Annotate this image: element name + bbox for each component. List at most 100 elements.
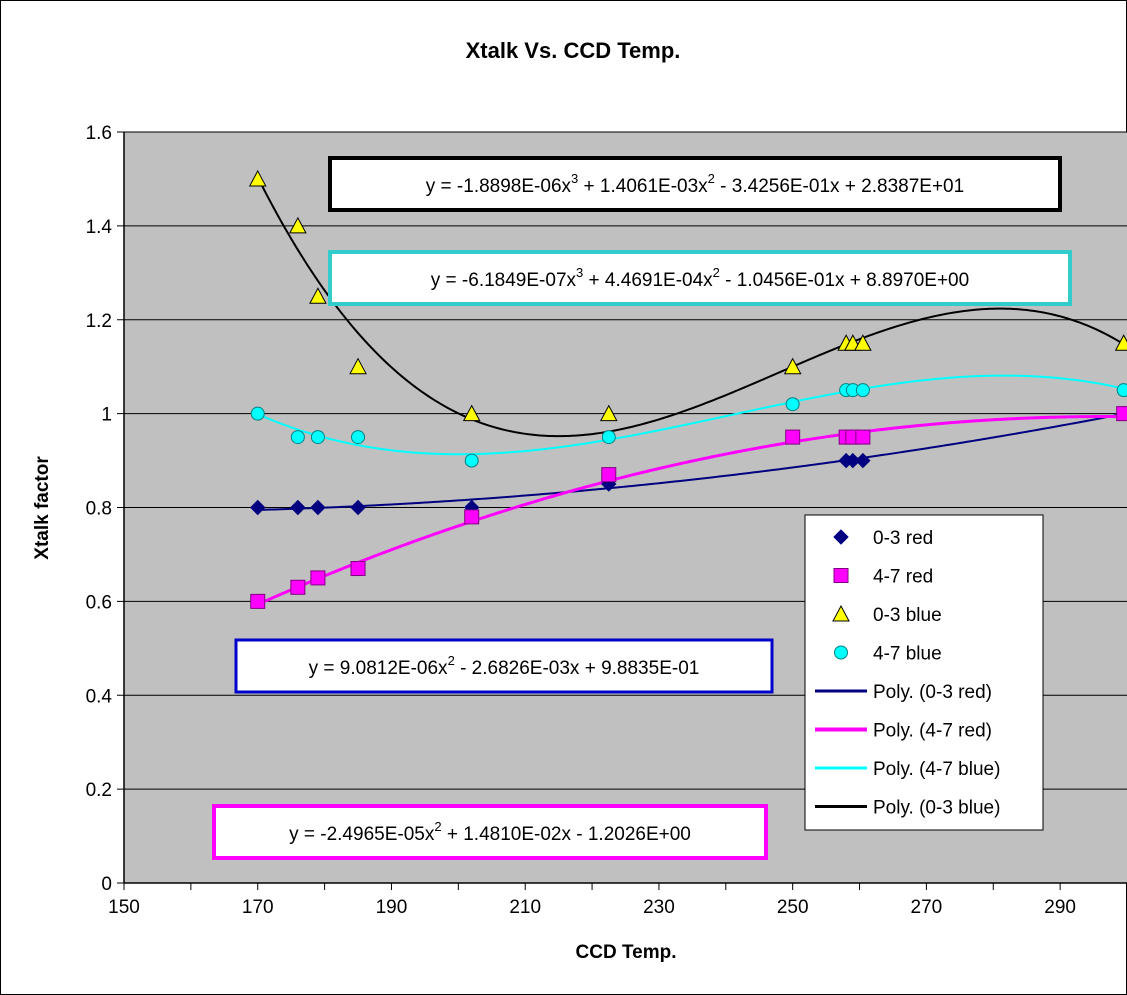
y-axis-label: Xtalk factor [32, 456, 53, 560]
equation-segment: + 1.4810E-02x - 1.2026E+00 [442, 824, 691, 845]
data-point [290, 579, 306, 595]
y-tick-label: 0.8 [86, 499, 112, 520]
data-point [462, 404, 481, 422]
equation-text: y = -6.1849E-07x3 + 4.4691E-04x2 - 1.045… [431, 265, 969, 291]
y-tick-label: 1.4 [86, 217, 113, 238]
equation-segment: - 1.0456E-01x + 8.8970E+00 [720, 270, 969, 291]
y-tick-label: 0.6 [86, 592, 112, 613]
data-point [290, 430, 305, 445]
data-point [785, 397, 800, 412]
legend-marker [834, 645, 848, 660]
legend-marker [833, 529, 849, 545]
y-tick-label: 0.2 [86, 780, 112, 801]
y-tick-label: 1 [101, 405, 112, 426]
x-tick-label: 230 [643, 897, 675, 918]
equation-exponent: 2 [708, 171, 715, 186]
legend-label: Poly. (4-7 red) [873, 721, 992, 742]
data-point [1116, 406, 1127, 422]
equation-exponent: 2 [448, 653, 455, 668]
data-point [310, 570, 326, 586]
data-point [464, 453, 479, 468]
data-point [250, 406, 265, 421]
equation-segment: - 3.4256E-01x + 2.8387E+01 [715, 176, 964, 197]
equation-segment: y = -2.4965E-05x [289, 824, 435, 845]
data-point [350, 499, 366, 516]
equation-box [328, 250, 1072, 306]
equation-text: y = -1.8898E-06x3 + 1.4061E-03x2 - 3.425… [426, 171, 964, 197]
data-point [855, 383, 870, 398]
x-axis-label: CCD Temp. [576, 942, 677, 963]
data-point [310, 430, 325, 445]
y-tick-label: 0 [101, 874, 112, 895]
x-tick-label: 190 [376, 897, 408, 918]
data-point [350, 561, 366, 577]
y-tick-label: 1.2 [86, 311, 112, 332]
legend-label: Poly. (4-7 blue) [873, 759, 1000, 780]
trendline-1 [257, 415, 1127, 606]
equation-exponent: 2 [434, 819, 441, 834]
equation-exponent: 3 [576, 265, 583, 280]
y-tick-label: 0.4 [86, 686, 113, 707]
data-point [309, 287, 327, 304]
legend-label: Poly. (0-3 red) [873, 682, 992, 703]
legend: 0-3 red 4-7 red 0-3 blue 4-7 blue Poly. (0-3… [804, 514, 1044, 831]
legend-label: 0-3 red [873, 528, 933, 549]
data-point [783, 357, 802, 375]
data-point [1116, 383, 1127, 398]
x-tick-label: 250 [777, 897, 809, 918]
trendline-0 [257, 412, 1127, 511]
equation-segment: y = -6.1849E-07x [431, 270, 577, 291]
data-point [289, 216, 307, 234]
legend-label: Poly. (0-3 blue) [873, 798, 1000, 819]
legend-label: 4-7 red [873, 567, 933, 588]
equation-segment: - 2.6826E-03x + 9.8835E-01 [455, 658, 700, 679]
equation-box [328, 156, 1062, 212]
data-point [854, 334, 872, 351]
legend-marker [833, 568, 849, 583]
equation-exponent: 3 [571, 171, 578, 186]
x-tick-label: 270 [911, 897, 943, 918]
data-point [349, 357, 367, 375]
data-point [250, 593, 266, 609]
legend-label: 4-7 blue [873, 644, 942, 665]
data-point [290, 499, 306, 516]
data-point [1114, 334, 1127, 351]
data-point [601, 430, 616, 445]
data-point [599, 404, 618, 422]
data-point [855, 429, 871, 445]
x-tick-label: 210 [509, 897, 541, 918]
equation-segment: y = -1.8898E-06x [426, 176, 572, 197]
equation-exponent: 2 [713, 265, 720, 280]
data-point [855, 452, 871, 469]
x-tick-label: 150 [108, 897, 140, 918]
data-point [250, 499, 266, 516]
legend-label: 0-3 blue [873, 605, 942, 626]
x-tick-label: 290 [1044, 897, 1076, 918]
equation-segment: + 1.4061E-03x [578, 176, 708, 197]
equation-boxes: y = -1.8898E-06x3 + 1.4061E-03x2 - 3.425… [212, 156, 1072, 860]
tick-labels: 0 0.2 0.4 0.6 0.8 1 1.2 1.4 1.6 150 170 190 210 230 25… [86, 123, 1076, 918]
y-tick-label: 1.6 [86, 123, 112, 144]
legend-box [804, 514, 1044, 831]
equation-box [212, 804, 768, 860]
data-point [351, 430, 366, 445]
axes [117, 131, 1127, 890]
equation-segment: + 4.4691E-04x [583, 270, 713, 291]
x-tick-label: 170 [242, 897, 274, 918]
equation-text: y = -2.4965E-05x2 + 1.4810E-02x - 1.2026… [289, 819, 691, 845]
trendlines [256, 176, 1127, 606]
equation-text: y = 9.0812E-06x2 - 2.6826E-03x + 9.8835E… [309, 653, 700, 679]
data-point [310, 499, 326, 516]
data-point [785, 429, 801, 445]
trendline-2 [257, 374, 1127, 456]
trendline-3 [256, 176, 1127, 438]
equation-box [234, 638, 774, 694]
chart-title: Xtalk Vs. CCD Temp. [466, 38, 681, 63]
data-points [248, 169, 1127, 609]
data-point [248, 169, 267, 187]
equation-segment: y = 9.0812E-06x [309, 658, 448, 679]
legend-marker [832, 604, 850, 622]
data-point [464, 509, 480, 525]
data-point [601, 467, 617, 483]
